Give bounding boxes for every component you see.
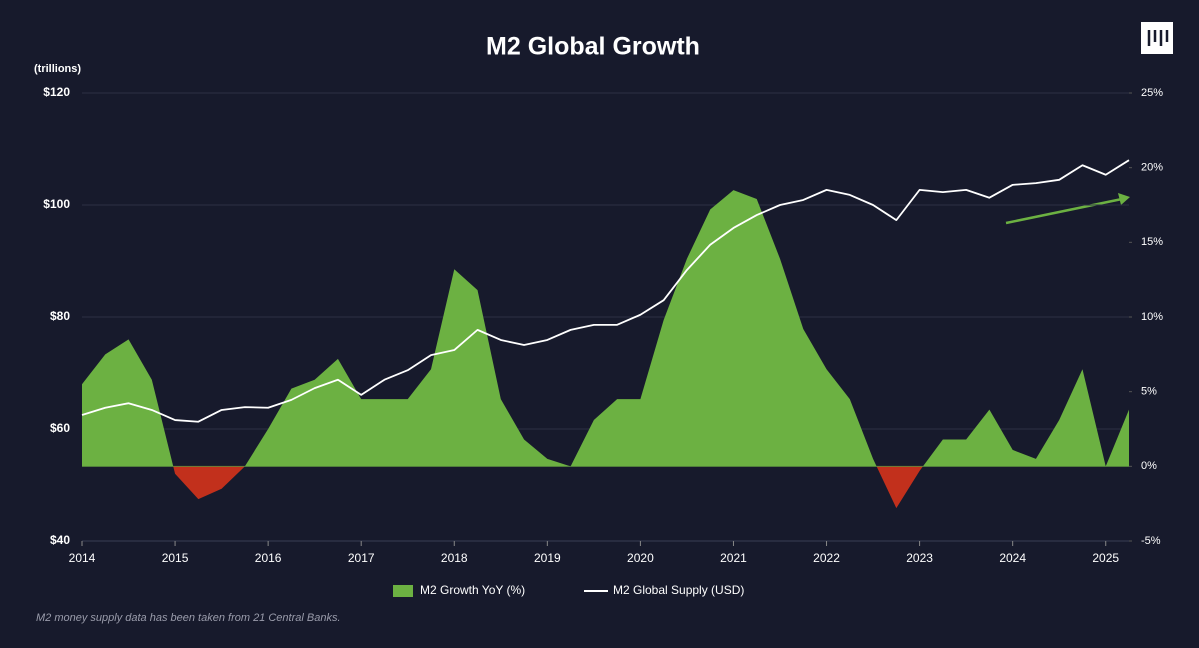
x-tick-label: 2014 bbox=[69, 551, 96, 565]
supply-line bbox=[81, 159, 1130, 423]
chart-title: M2 Global Growth bbox=[486, 33, 700, 61]
y-axis-label: (trillions) bbox=[34, 63, 81, 75]
x-tick-label: 2024 bbox=[999, 551, 1026, 565]
x-tick-label: 2025 bbox=[1092, 551, 1119, 565]
y2-tick-label: 10% bbox=[1141, 311, 1163, 323]
x-tick-label: 2016 bbox=[255, 551, 282, 565]
x-tick-label: 2019 bbox=[534, 551, 561, 565]
y2-tick-label: -5% bbox=[1141, 535, 1161, 547]
footnote: M2 money supply data has been taken from… bbox=[36, 612, 341, 624]
y-tick-label: $60 bbox=[50, 421, 70, 435]
legend-label: M2 Global Supply (USD) bbox=[613, 583, 744, 597]
legend-swatch bbox=[393, 585, 413, 597]
y2-tick-label: 20% bbox=[1141, 162, 1163, 174]
y2-tick-label: 0% bbox=[1141, 460, 1157, 472]
x-tick-label: 2015 bbox=[162, 551, 189, 565]
x-tick-label: 2017 bbox=[348, 551, 375, 565]
x-tick-label: 2021 bbox=[720, 551, 747, 565]
x-tick-label: 2020 bbox=[627, 551, 654, 565]
y-tick-label: $100 bbox=[43, 197, 70, 211]
y-tick-label: $80 bbox=[50, 309, 70, 323]
logo bbox=[1141, 22, 1173, 54]
x-tick-label: 2022 bbox=[813, 551, 840, 565]
y2-tick-label: 5% bbox=[1141, 386, 1157, 398]
y2-tick-label: 25% bbox=[1141, 87, 1163, 99]
legend-label: M2 Growth YoY (%) bbox=[420, 583, 525, 597]
x-tick-label: 2023 bbox=[906, 551, 933, 565]
growth-area bbox=[82, 190, 1129, 509]
y2-tick-label: 15% bbox=[1141, 236, 1163, 248]
y-tick-label: $40 bbox=[50, 533, 70, 547]
y-tick-label: $120 bbox=[43, 85, 70, 99]
trend-arrow bbox=[1005, 193, 1130, 225]
x-tick-label: 2018 bbox=[441, 551, 468, 565]
